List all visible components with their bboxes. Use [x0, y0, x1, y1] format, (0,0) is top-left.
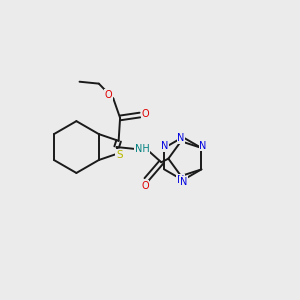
Text: O: O — [104, 90, 112, 100]
Text: NH: NH — [135, 144, 149, 154]
Text: N: N — [180, 177, 188, 187]
Text: N: N — [177, 175, 184, 184]
Text: N: N — [177, 133, 185, 143]
Text: O: O — [141, 109, 149, 118]
Text: S: S — [116, 150, 122, 160]
Text: N: N — [199, 141, 207, 151]
Text: O: O — [141, 181, 149, 190]
Text: N: N — [161, 141, 169, 152]
